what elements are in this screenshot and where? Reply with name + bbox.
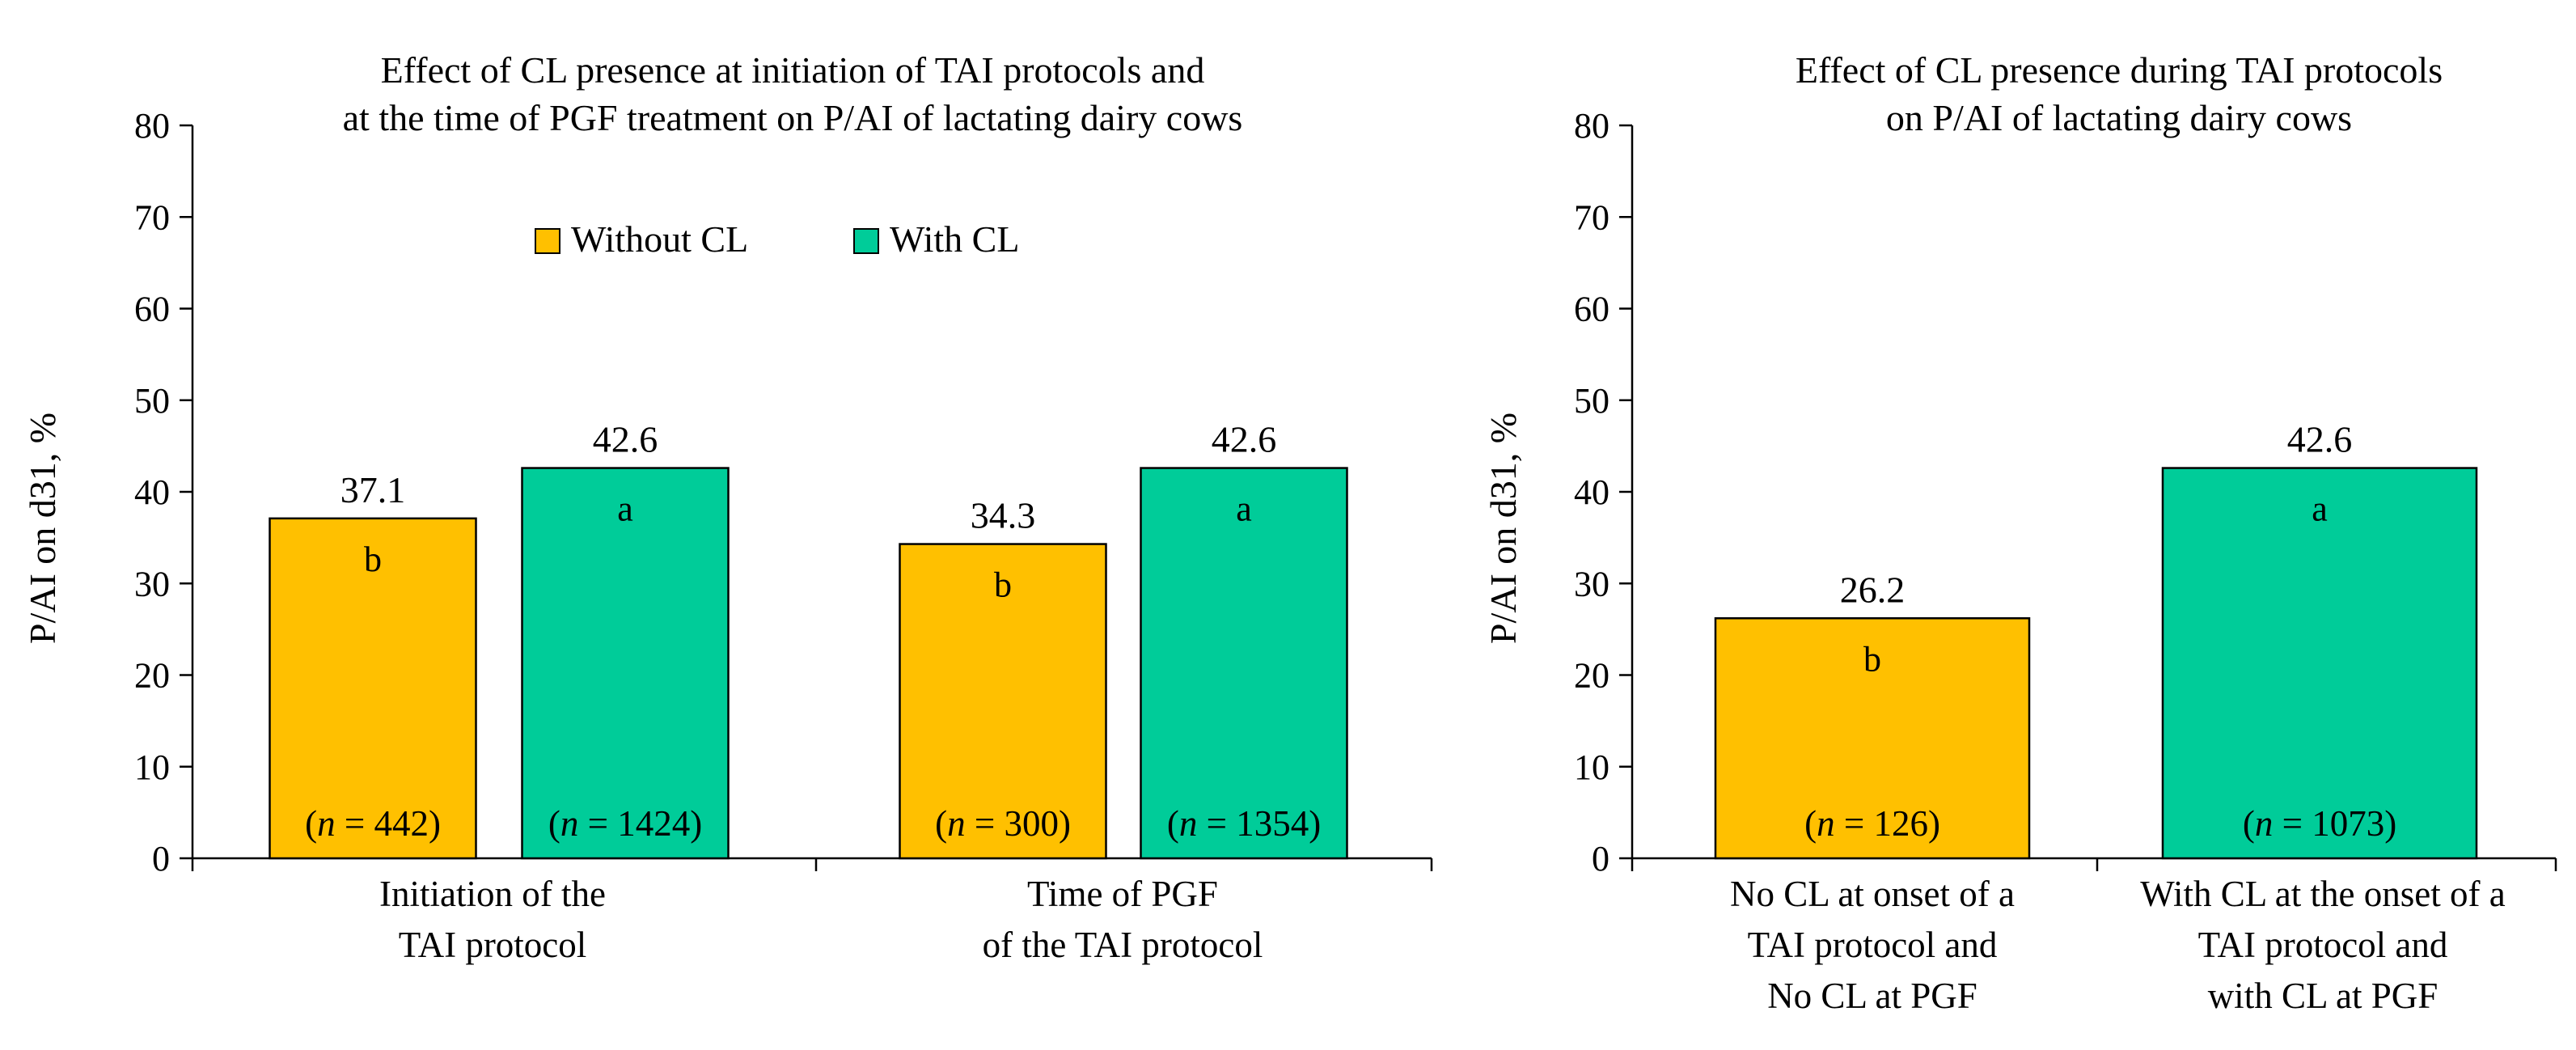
bar-with-cl <box>1140 467 1348 860</box>
bar-value-label: 42.6 <box>593 419 658 460</box>
sample-size-label: (n = 126) <box>1804 803 1940 844</box>
y-tick-label: 50 <box>134 381 170 421</box>
sample-size-part: n <box>317 803 336 844</box>
y-tick-label: 60 <box>1574 290 1609 329</box>
y-tick-label: 50 <box>1574 381 1609 421</box>
sample-size-part: n <box>2255 803 2274 844</box>
significance-letter: b <box>364 540 382 579</box>
bar-without-cl <box>269 517 477 860</box>
sample-size-label: (n = 300) <box>935 803 1071 844</box>
legend-label: Without CL <box>571 218 748 260</box>
y-tick-label: 70 <box>1574 197 1609 237</box>
bar-without-cl <box>899 543 1107 860</box>
x-category-label: No CL at onset of a <box>1730 874 2015 914</box>
x-category-label: Time of PGF <box>1027 874 1218 914</box>
significance-letter: a <box>617 489 633 529</box>
sample-size-part: ( <box>548 803 560 844</box>
bar-value-label: 37.1 <box>341 469 406 510</box>
y-tick-label: 10 <box>134 747 170 787</box>
significance-letter: a <box>2312 489 2328 529</box>
sample-size-label: (n = 1424) <box>548 803 702 844</box>
sample-size-part: = 1424) <box>578 803 702 844</box>
y-tick-label: 0 <box>1592 839 1609 879</box>
y-tick-label: 40 <box>134 472 170 512</box>
y-tick-label: 80 <box>134 106 170 146</box>
bar-value-label: 34.3 <box>971 495 1036 536</box>
y-axis-label: P/AI on d31, % <box>22 413 63 644</box>
sample-size-part: = 126) <box>1835 803 1940 844</box>
chart-title: Effect of CL presence during TAI protoco… <box>1796 49 2443 91</box>
bar-without-cl <box>1714 617 2031 860</box>
sample-size-part: n <box>1817 803 1835 844</box>
sample-size-part: n <box>947 803 966 844</box>
sample-size-part: = 1073) <box>2273 803 2396 844</box>
sample-size-part: ( <box>305 803 317 844</box>
sample-size-label: (n = 1073) <box>2243 803 2396 844</box>
y-tick-label: 40 <box>1574 472 1609 512</box>
sample-size-part: ( <box>935 803 947 844</box>
sample-size-part: = 300) <box>966 803 1071 844</box>
legend-swatch <box>535 228 560 254</box>
y-tick-label: 30 <box>1574 564 1609 603</box>
bar-value-label: 42.6 <box>2287 419 2353 460</box>
x-category-label: TAI protocol and <box>2198 925 2448 965</box>
bar-with-cl <box>2161 467 2478 860</box>
sample-size-part: ( <box>1167 803 1179 844</box>
legend-swatch <box>853 228 879 254</box>
bar-value-label: 26.2 <box>1840 569 1906 610</box>
chart-title: at the time of PGF treatment on P/AI of … <box>343 97 1243 138</box>
x-category-label: of the TAI protocol <box>983 925 1263 965</box>
significance-letter: b <box>994 565 1012 605</box>
sample-size-label: (n = 442) <box>305 803 441 844</box>
y-tick-label: 20 <box>1574 656 1609 696</box>
y-tick-label: 60 <box>134 290 170 329</box>
x-category-label: No CL at PGF <box>1767 976 1977 1016</box>
y-tick-label: 70 <box>134 197 170 237</box>
x-category-label: Initiation of the <box>379 874 606 914</box>
y-tick-label: 30 <box>134 564 170 603</box>
bar-value-label: 42.6 <box>1212 419 1277 460</box>
sample-size-part: n <box>560 803 579 844</box>
x-category-label: TAI protocol and <box>1748 925 1998 965</box>
sample-size-label: (n = 1354) <box>1167 803 1321 844</box>
sample-size-part: ( <box>2243 803 2255 844</box>
significance-letter: a <box>1236 489 1252 529</box>
y-axis-label: P/AI on d31, % <box>1483 413 1524 644</box>
y-tick-label: 10 <box>1574 747 1609 787</box>
x-category-label: TAI protocol <box>399 925 587 965</box>
legend-label: With CL <box>890 218 1019 260</box>
y-tick-label: 20 <box>134 656 170 696</box>
significance-letter: b <box>1863 639 1881 679</box>
sample-size-part: = 442) <box>336 803 441 844</box>
y-tick-label: 0 <box>152 839 170 879</box>
chart-title: Effect of CL presence at initiation of T… <box>381 49 1205 91</box>
x-category-label: with CL at PGF <box>2208 976 2439 1016</box>
sample-size-part: n <box>1179 803 1198 844</box>
x-category-label: With CL at the onset of a <box>2140 874 2505 914</box>
sample-size-part: ( <box>1804 803 1817 844</box>
bar-with-cl <box>521 467 730 860</box>
y-tick-label: 80 <box>1574 106 1609 146</box>
chart-title: on P/AI of lactating dairy cows <box>1886 97 2352 138</box>
sample-size-part: = 1354) <box>1197 803 1321 844</box>
